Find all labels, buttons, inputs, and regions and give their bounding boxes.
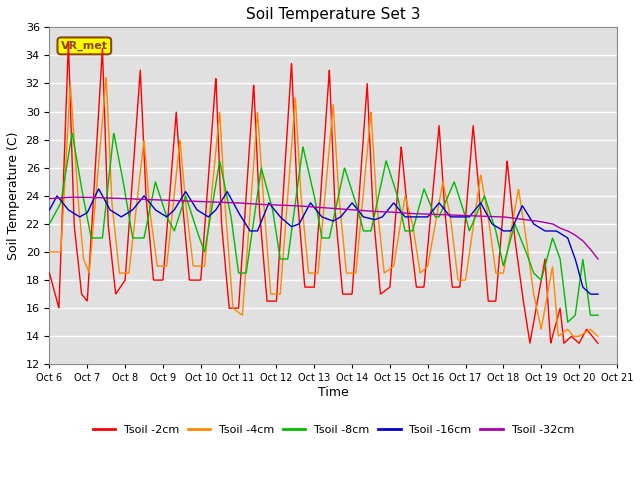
Legend: Tsoil -2cm, Tsoil -4cm, Tsoil -8cm, Tsoil -16cm, Tsoil -32cm: Tsoil -2cm, Tsoil -4cm, Tsoil -8cm, Tsoi… [88, 420, 578, 439]
Text: VR_met: VR_met [61, 41, 108, 51]
Y-axis label: Soil Temperature (C): Soil Temperature (C) [7, 132, 20, 260]
X-axis label: Time: Time [318, 386, 349, 399]
Title: Soil Temperature Set 3: Soil Temperature Set 3 [246, 7, 420, 22]
